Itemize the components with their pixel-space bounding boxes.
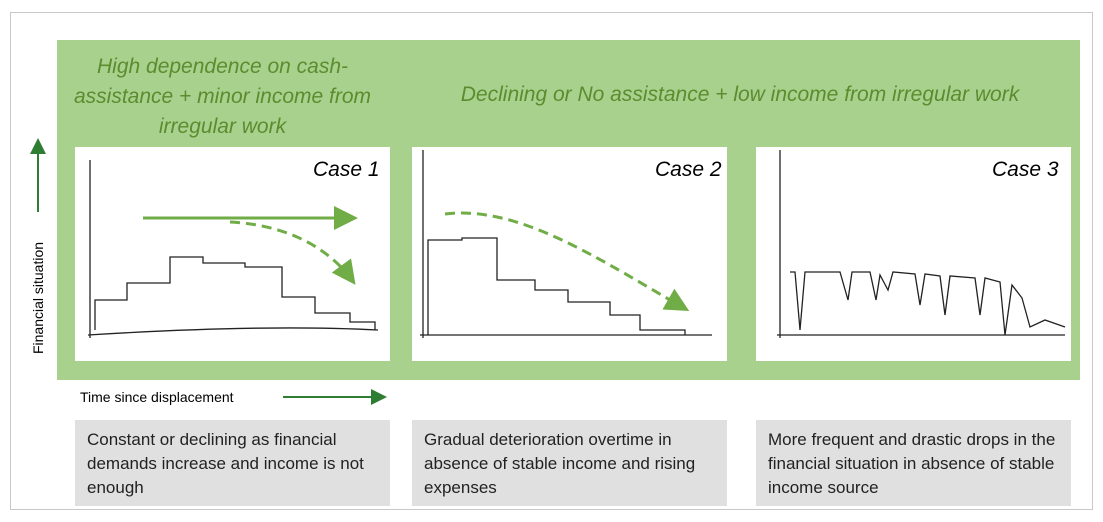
case-description: More frequent and drastic drops in the f… — [756, 420, 1071, 506]
x-axis-label: Time since displacement — [80, 389, 234, 405]
y-axis-label: Financial situation — [30, 233, 46, 363]
case-description: Constant or declining as financial deman… — [75, 420, 390, 506]
figure: High dependence on cash-assistance + min… — [0, 0, 1103, 522]
case-label: Case 2 — [655, 158, 722, 182]
case-label: Case 3 — [992, 158, 1059, 182]
case-label: Case 1 — [313, 158, 380, 182]
case-description: Gradual deterioration overtime in absenc… — [412, 420, 727, 506]
